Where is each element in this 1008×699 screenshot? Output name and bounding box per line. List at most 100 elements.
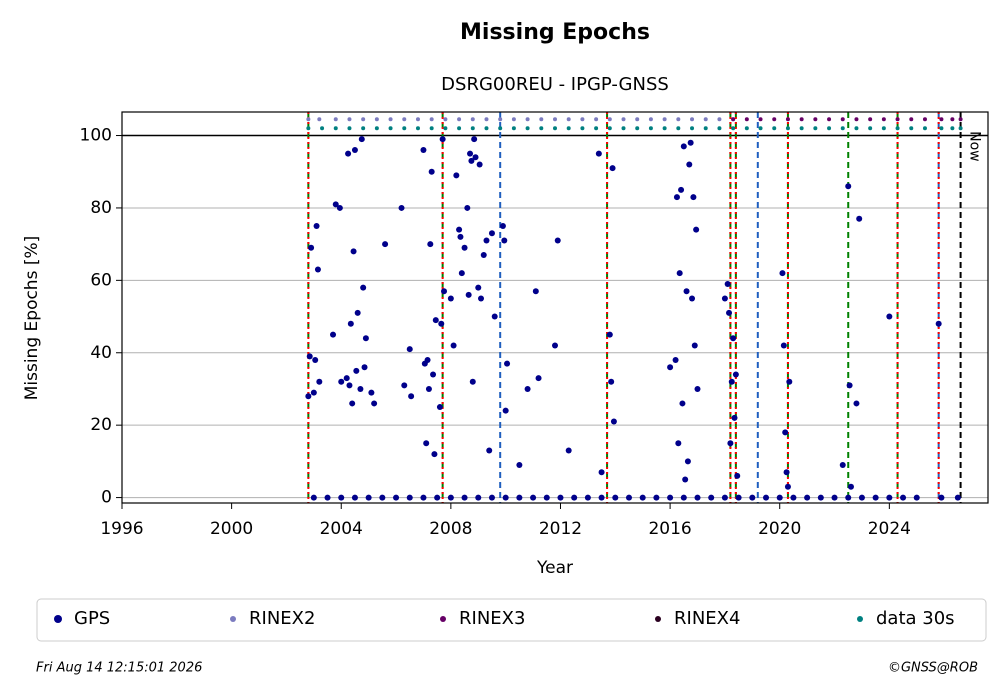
point xyxy=(667,364,674,371)
point xyxy=(799,126,804,131)
point xyxy=(502,494,509,501)
point xyxy=(420,494,427,501)
point xyxy=(461,244,468,251)
point xyxy=(608,378,615,385)
point xyxy=(744,126,749,131)
point xyxy=(772,126,777,131)
point xyxy=(610,418,617,425)
legend-label: data 30s xyxy=(876,608,955,629)
point xyxy=(530,494,537,501)
point xyxy=(780,342,787,349)
point xyxy=(939,117,944,122)
point xyxy=(456,226,463,233)
point xyxy=(690,194,697,201)
point xyxy=(336,204,343,211)
point xyxy=(317,117,322,122)
point xyxy=(580,117,585,122)
point xyxy=(427,241,434,248)
x-tick-label: 1996 xyxy=(100,519,143,539)
point xyxy=(653,494,660,501)
point xyxy=(724,280,731,287)
point xyxy=(730,335,737,342)
point xyxy=(532,288,539,295)
point xyxy=(735,494,742,501)
series-2 xyxy=(731,117,963,122)
point xyxy=(690,126,695,131)
point xyxy=(635,126,640,131)
point xyxy=(476,161,483,168)
point xyxy=(553,126,557,131)
point xyxy=(525,117,530,122)
point xyxy=(868,117,873,122)
point xyxy=(621,117,626,122)
point xyxy=(361,364,368,371)
y-tick-label: 100 xyxy=(80,126,112,146)
point xyxy=(504,360,511,367)
point xyxy=(338,494,345,501)
point xyxy=(349,400,356,407)
point xyxy=(306,117,311,122)
point xyxy=(694,494,701,501)
point xyxy=(402,126,407,131)
point xyxy=(388,126,393,131)
point xyxy=(441,288,448,295)
point xyxy=(365,494,372,501)
point xyxy=(758,126,763,131)
x-tick-label: 2020 xyxy=(758,519,801,539)
point xyxy=(343,375,350,382)
point xyxy=(351,494,358,501)
point xyxy=(676,126,681,131)
series-4 xyxy=(306,126,963,131)
point xyxy=(457,126,462,131)
point xyxy=(846,382,853,389)
point xyxy=(478,295,485,302)
point xyxy=(731,414,738,421)
x-axis-label: Year xyxy=(536,558,573,578)
point xyxy=(744,117,749,122)
point xyxy=(721,295,728,302)
point xyxy=(817,494,824,501)
point xyxy=(484,117,489,122)
point xyxy=(502,407,509,414)
point xyxy=(783,469,790,476)
point xyxy=(374,117,379,122)
point xyxy=(827,117,832,122)
point xyxy=(382,241,389,248)
point xyxy=(401,382,408,389)
point xyxy=(439,136,446,143)
point xyxy=(909,117,914,122)
point xyxy=(868,126,873,131)
point xyxy=(831,494,838,501)
point xyxy=(447,494,454,501)
point xyxy=(691,342,698,349)
point xyxy=(429,126,434,131)
point xyxy=(680,494,687,501)
point xyxy=(312,356,319,363)
point xyxy=(524,385,531,392)
point xyxy=(840,126,845,131)
point xyxy=(847,483,854,490)
point xyxy=(676,117,681,122)
legend-label: RINEX2 xyxy=(249,608,315,629)
legend-marker xyxy=(440,616,446,622)
point xyxy=(840,117,845,122)
point xyxy=(488,230,495,237)
point xyxy=(686,161,693,168)
point xyxy=(424,356,431,363)
legend-label: RINEX3 xyxy=(459,608,525,629)
point xyxy=(895,126,900,131)
x-tick-label: 2008 xyxy=(429,519,472,539)
point xyxy=(475,494,482,501)
point xyxy=(511,126,516,131)
point xyxy=(457,233,464,240)
point xyxy=(845,494,852,501)
point xyxy=(361,117,366,122)
point xyxy=(854,126,859,131)
point xyxy=(886,313,893,320)
point xyxy=(758,117,763,122)
y-tick-label: 20 xyxy=(90,415,112,435)
series-1 xyxy=(306,117,736,122)
point xyxy=(672,356,679,363)
point xyxy=(922,126,927,131)
